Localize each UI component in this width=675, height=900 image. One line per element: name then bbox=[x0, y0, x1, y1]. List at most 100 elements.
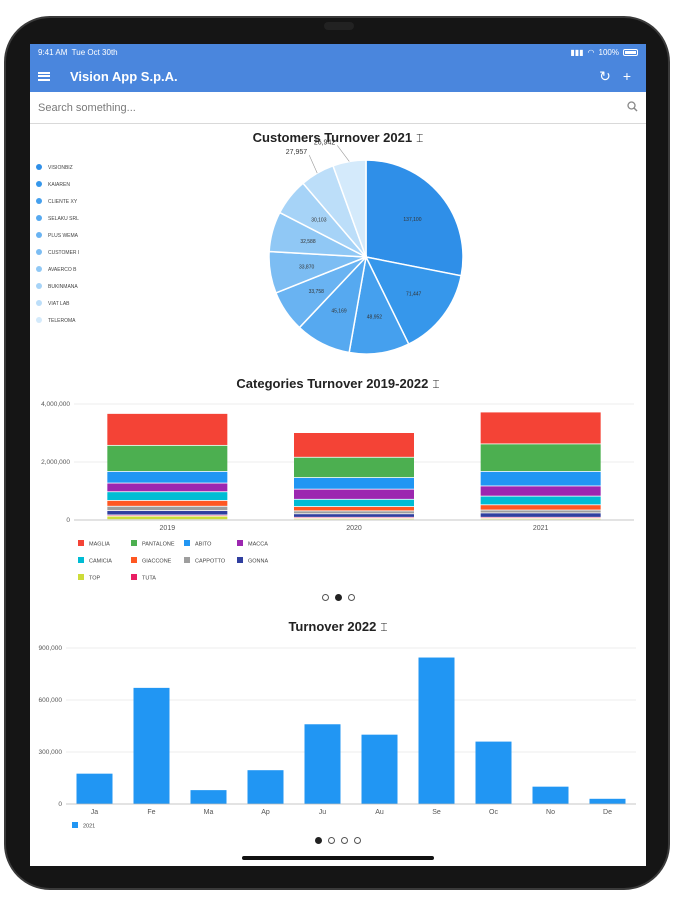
bar bbox=[475, 741, 512, 804]
stacked-bar-segment bbox=[107, 471, 228, 483]
pie-slice bbox=[332, 159, 367, 258]
status-bar: 9:41 AM Tue Oct 30th ▮▮▮ ◠ 100% bbox=[30, 44, 646, 60]
slice-value-label: 137,100 bbox=[403, 217, 421, 223]
date-text: Tue Oct 30th bbox=[71, 47, 118, 57]
legend-swatch bbox=[36, 198, 42, 204]
stacked-chart-title: Categories Turnover 2019-2022 ⌶ bbox=[30, 376, 646, 392]
legend-swatch bbox=[184, 557, 190, 563]
search-input[interactable] bbox=[38, 101, 627, 114]
legend-label: 2021 bbox=[83, 824, 95, 830]
pie-chart: 137,100 71,447 48,952 45,169 33,758 33,870 32,… bbox=[36, 139, 464, 355]
status-time: 9:41 AM Tue Oct 30th bbox=[38, 48, 570, 57]
wifi-icon: ◠ bbox=[587, 47, 595, 57]
bar bbox=[247, 770, 284, 804]
export-icon[interactable]: ⌶ bbox=[432, 377, 440, 391]
export-icon[interactable]: ⌶ bbox=[380, 620, 388, 634]
refresh-icon[interactable]: ↻ bbox=[599, 67, 611, 84]
monthly-bar-chart: 0 300,000 600,000 900,000 Ja Fe Ma Ap Ju Au Se Oc No… bbox=[39, 645, 636, 830]
chart-pager bbox=[30, 837, 646, 844]
search-bar bbox=[30, 92, 646, 124]
stacked-bar-segment bbox=[294, 511, 414, 514]
stacked-bar-segment bbox=[107, 511, 228, 515]
hamburger-icon[interactable] bbox=[38, 71, 50, 81]
stacked-bar-chart: 0 2,000,000 4,000,000 2019 2020 2021 MAGLIA PAN… bbox=[41, 401, 634, 582]
slice-leader-line bbox=[337, 145, 350, 162]
search-icon[interactable] bbox=[627, 100, 638, 115]
bar bbox=[76, 773, 113, 804]
x-tick-label: Au bbox=[375, 809, 384, 816]
bar bbox=[532, 786, 569, 804]
legend-swatch bbox=[131, 574, 137, 580]
plus-icon[interactable]: + bbox=[622, 68, 632, 84]
legend-swatch bbox=[78, 540, 84, 546]
stacked-bar-segment bbox=[107, 506, 228, 511]
y-tick-label: 0 bbox=[58, 801, 62, 808]
pager-dot[interactable] bbox=[341, 837, 348, 844]
slice-value-label: 30,103 bbox=[311, 218, 327, 224]
bar bbox=[589, 798, 626, 804]
legend-label: MACCA bbox=[248, 542, 268, 548]
slice-value-label: 48,952 bbox=[367, 315, 383, 321]
app-title: Vision App S.p.A. bbox=[70, 68, 178, 84]
stacked-bar-segment bbox=[107, 500, 228, 506]
pie-chart-title: Customers Turnover 2021 ⌶ bbox=[30, 130, 646, 146]
y-tick-label: 0 bbox=[66, 517, 70, 524]
battery-percent: 100% bbox=[598, 47, 619, 57]
legend-label: TOP bbox=[89, 576, 101, 582]
pager-dot[interactable] bbox=[315, 837, 322, 844]
legend-label: TUTA bbox=[142, 576, 156, 582]
legend-swatch bbox=[36, 215, 42, 221]
legend-swatch bbox=[184, 540, 190, 546]
legend-label: PANTALONE bbox=[142, 542, 175, 548]
stacked-bar-segment bbox=[480, 496, 601, 505]
bar bbox=[133, 687, 170, 804]
legend-label: VISIONBIZ bbox=[48, 165, 73, 171]
home-indicator[interactable] bbox=[242, 856, 434, 860]
pager-dot[interactable] bbox=[347, 594, 355, 601]
x-tick-label: Ja bbox=[91, 809, 99, 816]
x-tick-label: Oc bbox=[489, 809, 498, 816]
legend-label: PLUS WEMA bbox=[48, 233, 79, 239]
legend-swatch bbox=[36, 232, 42, 238]
x-tick-label: Ju bbox=[319, 809, 327, 816]
bar bbox=[418, 657, 455, 804]
legend-swatch bbox=[237, 540, 243, 546]
legend-swatch bbox=[131, 540, 137, 546]
export-icon[interactable]: ⌶ bbox=[416, 131, 424, 145]
stacked-bar-segment bbox=[480, 444, 601, 472]
stacked-title-text: Categories Turnover 2019-2022 bbox=[236, 376, 429, 391]
legend-label: AVAERCO B bbox=[48, 267, 77, 273]
legend-swatch bbox=[237, 557, 243, 563]
y-tick-label: 300,000 bbox=[39, 749, 63, 756]
y-tick-label: 4,000,000 bbox=[41, 401, 70, 408]
pager-dot[interactable] bbox=[334, 594, 342, 601]
x-tick-label: Fe bbox=[147, 809, 155, 816]
app-bar: Vision App S.p.A. ↻ + bbox=[30, 60, 646, 92]
time-text: 9:41 AM bbox=[38, 47, 68, 57]
slice-value-label: 27,957 bbox=[286, 149, 308, 156]
legend-swatch bbox=[36, 164, 42, 170]
stacked-bar-segment bbox=[107, 516, 228, 520]
stacked-bar-segment bbox=[107, 483, 228, 492]
legend-label: CUSTOMER I bbox=[48, 250, 79, 256]
stacked-bar-segment bbox=[480, 513, 601, 517]
legend-label: GIACCONE bbox=[142, 559, 172, 565]
camera bbox=[324, 22, 354, 30]
legend-swatch bbox=[78, 574, 84, 580]
pager-dot[interactable] bbox=[354, 837, 361, 844]
legend-swatch bbox=[36, 181, 42, 187]
y-tick-label: 2,000,000 bbox=[41, 459, 70, 466]
slice-value-label: 33,758 bbox=[309, 289, 325, 295]
legend-swatch bbox=[36, 317, 42, 323]
x-tick-label: Ma bbox=[204, 809, 214, 816]
slice-value-label: 32,588 bbox=[300, 239, 316, 245]
legend-swatch bbox=[36, 300, 42, 306]
pager-dot[interactable] bbox=[328, 837, 335, 844]
legend-swatch bbox=[78, 557, 84, 563]
bar bbox=[190, 790, 227, 804]
stacked-bar-segment bbox=[294, 499, 414, 507]
stacked-bar-segment bbox=[294, 489, 414, 499]
slice-value-label: 26,942 bbox=[314, 139, 336, 146]
pager-dot[interactable] bbox=[321, 594, 329, 601]
legend-swatch bbox=[131, 557, 137, 563]
